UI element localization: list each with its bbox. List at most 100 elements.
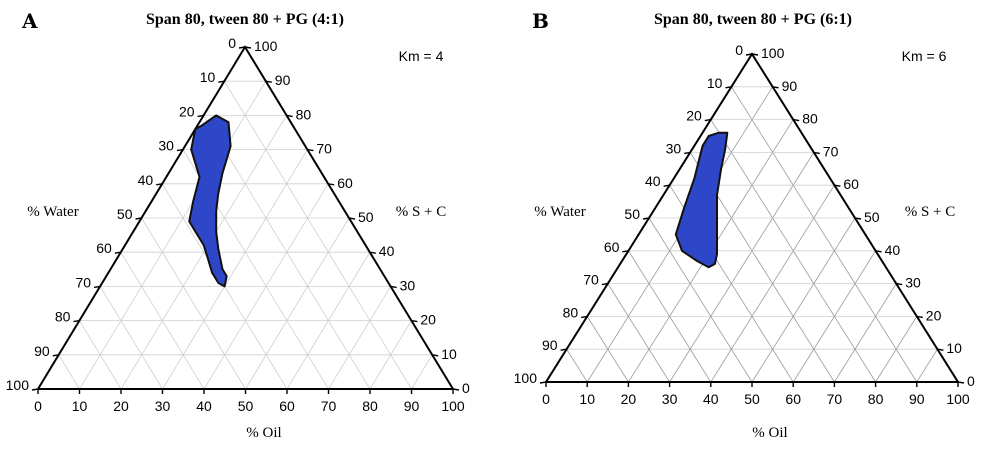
panel-a-sc-tick-label: 50 (358, 209, 374, 225)
panel-a-sc-tick-label: 0 (462, 380, 470, 396)
panel-a-oil-tick-label: 90 (404, 398, 420, 414)
panel-b-oil-tick-label: 50 (744, 391, 760, 407)
panel-b-water-tick-label: 90 (542, 337, 558, 353)
panel-a-sc-tick-label: 20 (420, 312, 436, 328)
panel-b-gridline-water (648, 217, 753, 383)
panel-a-gridline-water (223, 80, 412, 390)
panel-a-oil-tick-label: 80 (362, 398, 378, 414)
panel-b-water-tick-mark (622, 250, 629, 253)
panel-a-sc-tick-label: 30 (400, 277, 416, 293)
panel-a-oil-tick-label: 0 (34, 398, 42, 414)
panel-a-gridline-water (120, 251, 205, 390)
panel-a-sc-tick-mark (328, 183, 335, 186)
panel-b-title: Span 80, tween 80 + PG (6:1) (654, 11, 852, 28)
panel-b-grid (566, 86, 938, 383)
panel-b-sc-tick-label: 40 (885, 242, 901, 258)
panel-a-sc-tick-mark (411, 319, 418, 323)
panel-a-gridline-water (58, 354, 80, 390)
panel-a-oil-tick-label: 30 (155, 398, 171, 414)
panel-b-water-tick-label: 50 (624, 206, 640, 222)
panel-b-water-tick-label: 60 (604, 239, 620, 255)
panel-a-water-tick-label: 30 (158, 138, 174, 154)
panel-b-sc-tick-label: 0 (967, 373, 975, 389)
panel-b-sc-axis-label: % S + C (905, 204, 956, 220)
panel-a-water-tick-mark (197, 114, 204, 118)
panel-a-sc-tick-mark (286, 114, 293, 118)
panel-b-oil-tick-label: 100 (946, 391, 970, 407)
panel-a-sc-tick-label: 40 (379, 243, 395, 259)
panel-a-gridline-water (79, 320, 122, 390)
panel-a-gridline-oil (286, 251, 371, 390)
panel-a-water-tick-label: 10 (200, 69, 216, 85)
panel-a-sc-tick-mark (307, 148, 314, 152)
panel-a-sc-tick-label: 80 (296, 106, 312, 122)
panel-b-water-tick-label: 10 (707, 75, 723, 91)
panel-b-water-axis-label: % Water (534, 204, 585, 220)
panel-b-microemulsion-region (674, 131, 729, 269)
panel-b-gridline-oil (834, 283, 897, 383)
panel-b-water-tick-label: 80 (563, 304, 579, 320)
panel-b-water-tick-mark (581, 315, 588, 319)
panel-b-oil-tick-label: 30 (662, 391, 678, 407)
panel-a-water-tick-mark (238, 46, 246, 49)
panel-b-oil-tick-label: 60 (785, 391, 801, 407)
panel-a: A Span 80, tween 80 + PG (4:1) Km = 4 % … (6, 9, 470, 441)
panel-a-water-tick-label: 60 (96, 240, 112, 256)
panel-a-water-tick-mark (135, 217, 142, 220)
panel-b-sc-tick-mark (854, 217, 862, 220)
panel-b-gridline-water (731, 86, 918, 383)
panel-letter-a: A (21, 9, 38, 33)
panel-a-water-tick-mark (156, 183, 163, 186)
panel-a-gridline-oil (328, 286, 391, 390)
panel-b-oil-tick-label: 40 (703, 391, 719, 407)
panel-b-gridline-water (628, 250, 712, 383)
panel-b-sc-tick-label: 80 (802, 111, 818, 127)
panel-a-water-tick-mark (114, 251, 121, 254)
panel-b-sc-tick-mark (813, 151, 820, 155)
panel-b-water-tick-mark (684, 151, 691, 155)
panel-a-gridline-oil (245, 217, 350, 390)
panel-a-oil-tick-label: 60 (279, 398, 295, 414)
panel-a-sc-tick-mark (244, 46, 252, 49)
panel-b-sc-tick-label: 60 (843, 176, 859, 192)
panel-a-km-annotation: Km = 4 (399, 48, 444, 64)
panel-b-water-tick-mark (642, 217, 650, 220)
panel-b-water-tick-label: 20 (686, 108, 702, 124)
panel-b-gridline-oil (875, 316, 918, 383)
panel-a-microemulsion-region (188, 114, 232, 288)
panel-b-gridline-oil (669, 152, 815, 383)
panel-b-water-tick-mark (704, 118, 711, 122)
panel-a-water-tick-mark (73, 319, 80, 323)
panel-a-sc-tick-label: 100 (254, 38, 278, 54)
panel-b-gridline-water (586, 316, 629, 383)
panel-a-water-tick-mark (218, 80, 225, 83)
panel-a-title: Span 80, tween 80 + PG (4:1) (146, 11, 344, 28)
panel-b-gridline-water (607, 283, 670, 383)
panel-b-gridline-oil (916, 348, 938, 383)
panel-b-sc-tick-label: 90 (782, 78, 798, 94)
panel-b-sc-tick-mark (896, 282, 903, 286)
panel-b-oil-tick-label: 90 (909, 391, 925, 407)
panel-b-sc-tick-label: 50 (864, 209, 880, 225)
panel-b-sc-tick-mark (793, 118, 800, 122)
panel-a-sc-tick-mark (348, 217, 356, 220)
panel-a-sc-tick-label: 90 (275, 72, 291, 88)
panel-b-sc-tick-mark (957, 381, 965, 384)
panel-b-water-tick-mark (663, 184, 670, 187)
panel-b-water-tick-mark (725, 86, 732, 89)
panel-b-sc-tick-label: 70 (823, 143, 839, 159)
panel-a-water-tick-label: 90 (34, 343, 50, 359)
panel-letter-b: B (532, 9, 549, 33)
panel-a-water-tick-mark (176, 148, 184, 152)
panel-a-water-tick-mark (31, 388, 39, 391)
panel-a-water-tick-label: 100 (6, 377, 30, 393)
panel-a-gridline-oil (79, 80, 267, 390)
panel-a-gridline-oil (411, 354, 433, 390)
panel-a-oil-axis-label: % Oil (246, 425, 281, 441)
panel-a-oil-tick-label: 20 (113, 398, 129, 414)
panel-a-sc-tick-mark (452, 388, 460, 391)
panel-a-sc-tick-mark (432, 354, 439, 357)
